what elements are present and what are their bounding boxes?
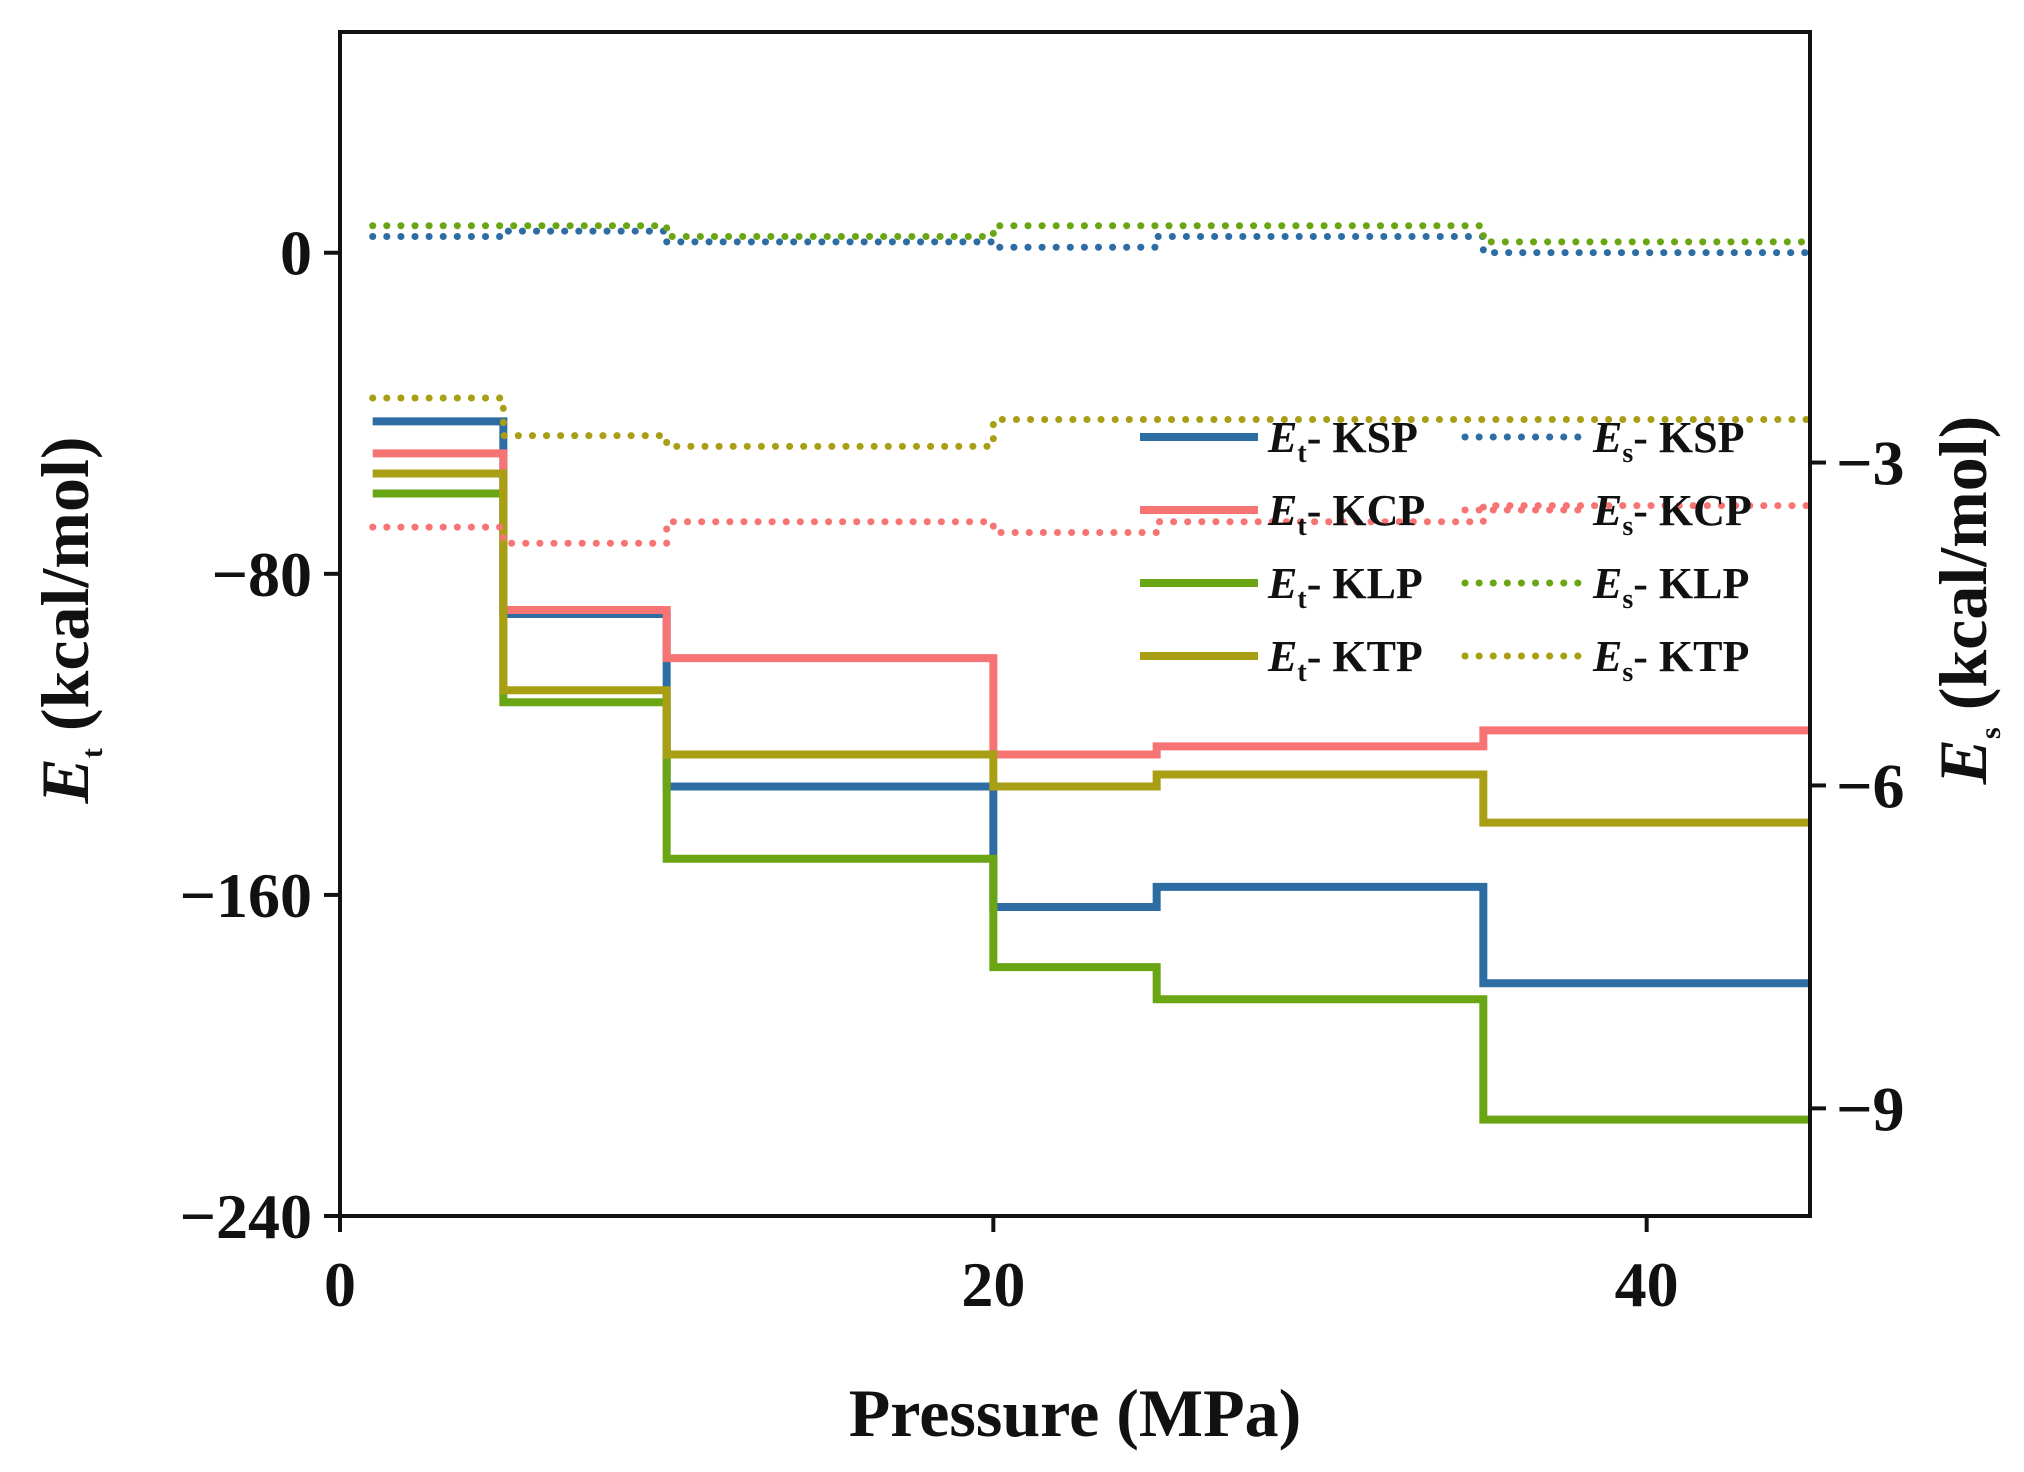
legend-subscript: t [1297, 438, 1307, 469]
series-layer [369, 222, 1814, 1124]
legend-symbol: E [1592, 413, 1622, 462]
tick-layer: 0 20 40 −240 −160 −80 0 −9 −6 −3 [180, 218, 1905, 1320]
legend-subscript: t [1297, 584, 1307, 615]
legend-subscript: t [1297, 511, 1307, 542]
plot-frame [338, 30, 1812, 1218]
legend-subscript: s [1622, 438, 1633, 469]
legend-symbol: E [1267, 486, 1297, 535]
legend-text: - KSP [1633, 413, 1744, 462]
legend-label-es-ksp: Es- KSP [1592, 413, 1745, 469]
y-left-unit: (kcal/mol) [27, 437, 103, 732]
legend-subscript: s [1622, 584, 1633, 615]
y-right-space [1925, 710, 2001, 727]
y-axis-left-title: Et (kcal/mol) [27, 437, 109, 805]
legend-label-et-kcp: Et- KCP [1267, 486, 1425, 542]
y-right-tick-label: −6 [1836, 750, 1904, 821]
legend-text: - KSP [1307, 413, 1418, 462]
y-left-symbol: E [27, 758, 103, 804]
y-right-unit: (kcal/mol) [1925, 416, 2001, 711]
x-tick-label: 0 [324, 1249, 356, 1320]
y-right-tick-label: −3 [1836, 428, 1904, 499]
series-es-klp [369, 222, 1814, 246]
legend-label-et-ktp: Et- KTP [1267, 632, 1423, 688]
y-left-tick-label: 0 [280, 218, 312, 289]
series-es-kcp [369, 502, 1814, 547]
series-es-ktp [369, 394, 1814, 450]
legend-text: - KCP [1633, 486, 1752, 535]
legend-symbol: E [1267, 559, 1297, 608]
y-axis-right-title: Es (kcal/mol) [1925, 416, 2007, 786]
legend-symbol: E [1267, 632, 1297, 681]
x-tick-label: 40 [1615, 1249, 1679, 1320]
series-et-ktp [372, 469, 1810, 827]
y-left-subscript: t [76, 748, 109, 758]
legend-symbol: E [1592, 632, 1622, 681]
legend-label-es-ktp: Es- KTP [1592, 632, 1749, 688]
y-left-tick-label: −160 [180, 860, 312, 931]
y-left-tick-label: −80 [212, 539, 312, 610]
legend-text: - KTP [1307, 632, 1423, 681]
y-left-tick-label: −240 [180, 1181, 312, 1252]
legend-symbol: E [1267, 413, 1297, 462]
legend-subscript: s [1622, 511, 1633, 542]
legend-subscript: t [1297, 657, 1307, 688]
x-axis-title: Pressure (MPa) [849, 1375, 1302, 1451]
legend-label-et-ksp: Et- KSP [1267, 413, 1418, 469]
y-right-tick-label: −9 [1836, 1073, 1904, 1144]
legend-symbol: E [1592, 486, 1622, 535]
y-right-subscript: s [1974, 727, 2007, 739]
legend-label-es-klp: Es- KLP [1592, 559, 1749, 615]
legend-text: - KCP [1307, 486, 1426, 535]
legend-text: - KTP [1633, 632, 1749, 681]
legend-subscript: s [1622, 657, 1633, 688]
series-es-ksp [369, 227, 1814, 257]
legend-label-et-klp: Et- KLP [1267, 559, 1423, 615]
legend-text: - KLP [1307, 559, 1423, 608]
x-tick-label: 20 [961, 1249, 1025, 1320]
y-right-symbol: E [1925, 739, 2001, 785]
legend-symbol: E [1592, 559, 1622, 608]
legend-text: - KLP [1633, 559, 1749, 608]
y-left-space [27, 731, 103, 748]
legend-label-es-kcp: Es- KCP [1592, 486, 1752, 542]
